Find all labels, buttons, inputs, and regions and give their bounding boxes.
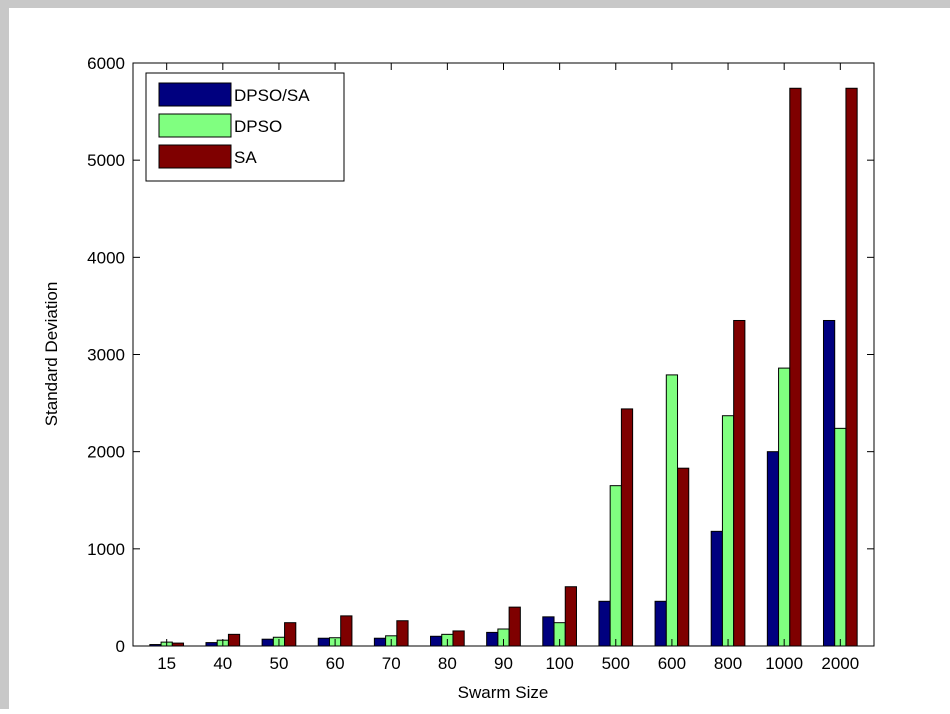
x-axis-label: Swarm Size [458, 683, 549, 702]
bar-sa-70 [396, 620, 409, 647]
y-tick-label: 1000 [87, 540, 125, 559]
legend: DPSO/SA DPSO SA [145, 72, 345, 182]
legend-swatch-dpso-sa [158, 82, 232, 107]
bar-dpso-sa-40 [205, 642, 218, 647]
legend-label-dpso: DPSO [234, 117, 282, 136]
x-tick-label: 15 [157, 654, 176, 673]
bar-dpso-800 [721, 415, 735, 647]
bar-dpso-sa-60 [317, 637, 330, 647]
bar-sa-40 [227, 633, 241, 647]
y-tick-label: 4000 [87, 248, 125, 267]
bar-dpso-2000 [834, 427, 847, 647]
y-tick-label: 3000 [87, 346, 125, 365]
bar-sa-50 [284, 622, 297, 647]
x-tick-label: 800 [714, 654, 742, 673]
bar-dpso-sa-500 [598, 600, 611, 647]
bar-dpso-500 [609, 485, 622, 647]
x-tick-label: 40 [213, 654, 232, 673]
legend-swatch-sa [158, 144, 232, 169]
bar-sa-80 [452, 630, 465, 647]
bar-sa-600 [677, 467, 690, 647]
x-tick-label: 600 [658, 654, 686, 673]
x-tick-label: 70 [382, 654, 401, 673]
y-tick-label: 0 [116, 637, 125, 656]
x-tick-label: 80 [438, 654, 457, 673]
bar-dpso-sa-600 [654, 600, 667, 647]
legend-label-sa: SA [234, 148, 257, 167]
y-tick-label: 6000 [87, 54, 125, 73]
bar-sa-60 [340, 615, 353, 647]
bar-sa-100 [564, 586, 577, 647]
x-tick-label: 100 [545, 654, 573, 673]
bar-dpso-sa-100 [542, 616, 555, 647]
x-tick-label: 90 [494, 654, 513, 673]
bar-dpso-sa-1000 [766, 451, 780, 647]
bar-sa-2000 [845, 87, 858, 647]
legend-swatch-dpso [158, 113, 232, 138]
x-tick-label: 50 [269, 654, 288, 673]
bar-dpso-1000 [778, 367, 791, 647]
x-tick-label: 60 [326, 654, 345, 673]
bar-sa-90 [508, 606, 521, 647]
y-tick-label: 5000 [87, 151, 125, 170]
bar-dpso-sa-800 [710, 530, 723, 647]
ticks-layer: 0 1000 2000 3000 4000 5000 6000 15 40 50 60 70 80 90 1… [87, 54, 874, 673]
x-tick-label: 2000 [821, 654, 859, 673]
bar-dpso-sa-80 [430, 635, 443, 647]
bar-dpso-600 [665, 374, 679, 647]
y-axis-label: Standard Deviation [42, 282, 61, 427]
bar-dpso-sa-70 [373, 637, 387, 647]
x-tick-label: 1000 [765, 654, 803, 673]
bar-dpso-sa-50 [261, 638, 274, 647]
bar-sa-1000 [789, 87, 802, 647]
bar-dpso-sa-2000 [822, 319, 836, 647]
bars-layer [149, 87, 858, 647]
legend-label-dpso-sa: DPSO/SA [234, 86, 310, 105]
bar-sa-500 [620, 408, 634, 647]
bar-dpso-sa-90 [486, 631, 499, 647]
bar-sa-800 [733, 319, 746, 647]
y-tick-label: 2000 [87, 443, 125, 462]
x-tick-label: 500 [602, 654, 630, 673]
